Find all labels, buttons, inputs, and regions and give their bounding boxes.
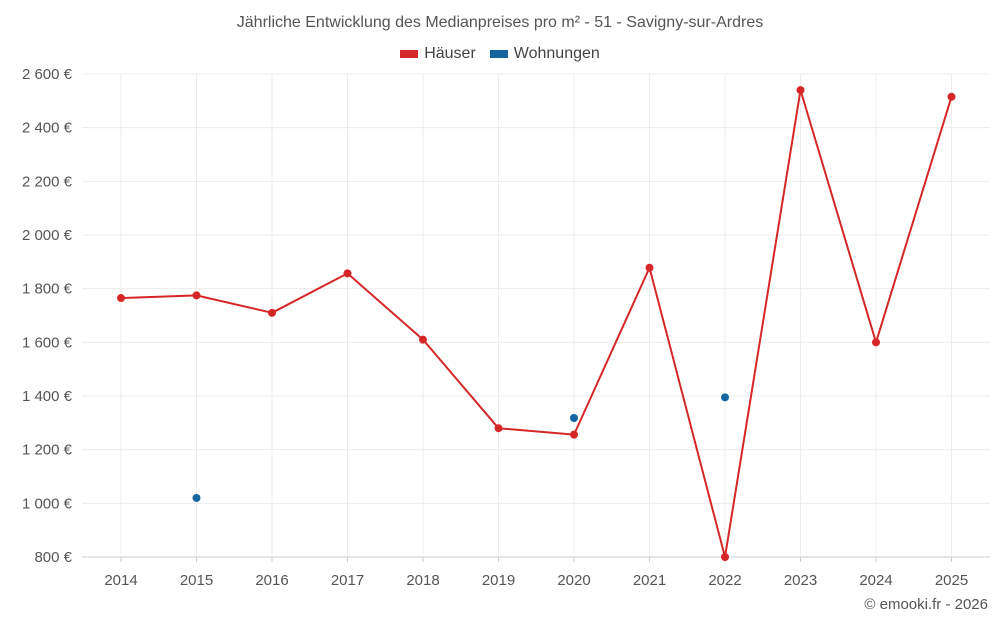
y-tick-label: 800 € [34,549,72,566]
y-tick-label: 1 200 € [22,442,73,459]
x-tick-label: 2021 [633,572,666,589]
data-point-wohnungen [721,393,729,402]
y-tick-label: 2 000 € [22,227,73,244]
data-point-haeuser [947,92,956,101]
credit: © emooki.fr - 2026 [864,596,988,613]
data-point-haeuser [721,553,729,561]
legend-label-wohnungen: Wohnungen [513,45,600,62]
chart-title: Jährliche Entwicklung des Medianpreises … [236,14,764,31]
x-tick-label: 2020 [557,572,590,589]
data-point-wohnungen [570,414,578,423]
data-point-wohnungen [192,493,201,502]
legend-label-haeuser: Häuser [424,45,476,62]
legend-swatch-wohnungen [489,50,508,58]
y-tick-label: 1 400 € [22,388,73,405]
data-point-haeuser [192,291,201,300]
data-point-haeuser [796,86,805,95]
data-point-haeuser [645,263,654,272]
data-point-haeuser [117,294,125,303]
data-point-haeuser [268,308,276,317]
x-tick-label: 2019 [482,572,515,589]
x-tick-label: 2024 [859,572,892,589]
x-tick-label: 2025 [935,572,968,589]
data-point-haeuser [872,338,880,347]
legend-item-wohnungen[interactable]: Wohnungen [489,45,600,63]
x-tick-label: 2014 [104,572,137,589]
data-point-haeuser [343,269,352,278]
y-tick-label: 1 000 € [22,495,73,512]
legend-item-haeuser[interactable]: Häuser [400,45,476,63]
x-tick-label: 2017 [331,572,364,589]
x-tick-label: 2016 [255,572,288,589]
y-tick-label: 2 400 € [22,120,73,137]
x-tick-label: 2018 [406,572,439,589]
legend: Häuser Wohnungen [0,45,1000,63]
x-tick-label: 2023 [784,572,817,589]
y-tick-label: 1 600 € [22,334,73,351]
data-point-haeuser [570,430,578,439]
series-line-haeuser [120,89,953,558]
legend-swatch-haeuser [400,50,419,58]
data-point-haeuser [419,335,427,344]
x-tick-label: 2022 [708,572,741,589]
y-tick-label: 1 800 € [22,281,73,298]
y-tick-label: 2 200 € [22,173,73,190]
y-tick-label: 2 600 € [22,66,73,83]
data-point-haeuser [494,424,503,433]
x-tick-label: 2015 [180,572,213,589]
